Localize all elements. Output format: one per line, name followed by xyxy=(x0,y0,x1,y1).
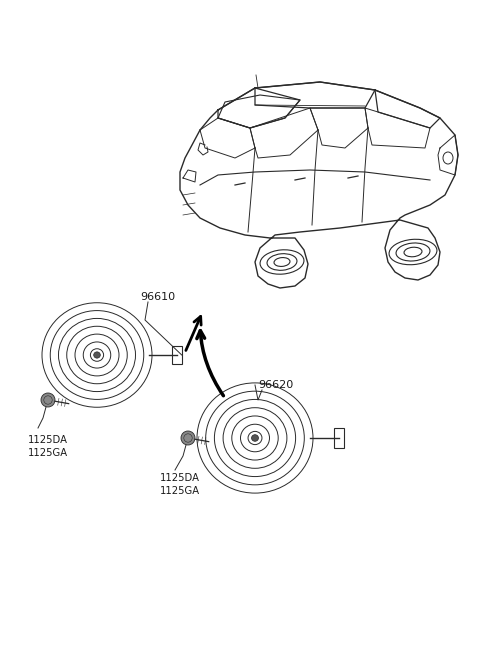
Text: 1125GA: 1125GA xyxy=(160,486,200,496)
Text: 96610: 96610 xyxy=(140,292,175,302)
Ellipse shape xyxy=(252,435,258,441)
Text: 1125DA: 1125DA xyxy=(160,473,200,483)
Ellipse shape xyxy=(181,431,195,445)
Ellipse shape xyxy=(41,393,55,407)
Text: 96620: 96620 xyxy=(258,380,293,390)
Text: 1125GA: 1125GA xyxy=(28,448,68,458)
Ellipse shape xyxy=(94,352,100,358)
Text: 1125DA: 1125DA xyxy=(28,435,68,445)
